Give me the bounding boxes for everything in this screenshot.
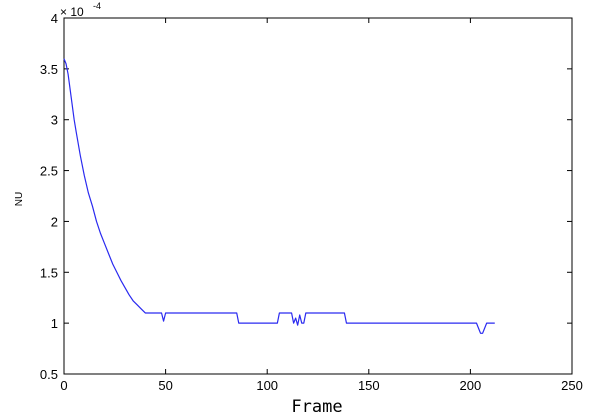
x-tick-label: 200 — [460, 378, 482, 393]
y-tick-label: 1.5 — [40, 265, 58, 280]
axis-tick-labels: 0 50 100 150 200 250 0.5 1 1.5 2 2.5 3 3.5 4 — [40, 11, 583, 393]
y-tick-label: 3.5 — [40, 62, 58, 77]
x-tick-label: 250 — [561, 378, 583, 393]
plot-area-frame — [63, 17, 573, 375]
x-tick-label: 0 — [60, 378, 67, 393]
y-tick-label: 2.5 — [40, 164, 58, 179]
axis-ticks — [63, 17, 573, 375]
series-layer — [63, 58, 495, 334]
x-tick-label: 100 — [256, 378, 278, 393]
x-axis-label: Frame — [291, 397, 342, 417]
y-tick-label: 2 — [51, 214, 58, 229]
y-tick-label: 4 — [51, 11, 58, 26]
y-tick-label: 0.5 — [40, 367, 58, 382]
y-axis-exponent-base: × 10 — [60, 5, 84, 19]
y-tick-label: 3 — [51, 113, 58, 128]
x-tick-label: 50 — [158, 378, 172, 393]
y-axis-label: NU — [14, 192, 25, 206]
y-axis-exponent-power: -4 — [93, 1, 101, 11]
series-line-0 — [63, 58, 495, 334]
x-tick-label: 150 — [358, 378, 380, 393]
y-tick-label: 1 — [51, 316, 58, 331]
